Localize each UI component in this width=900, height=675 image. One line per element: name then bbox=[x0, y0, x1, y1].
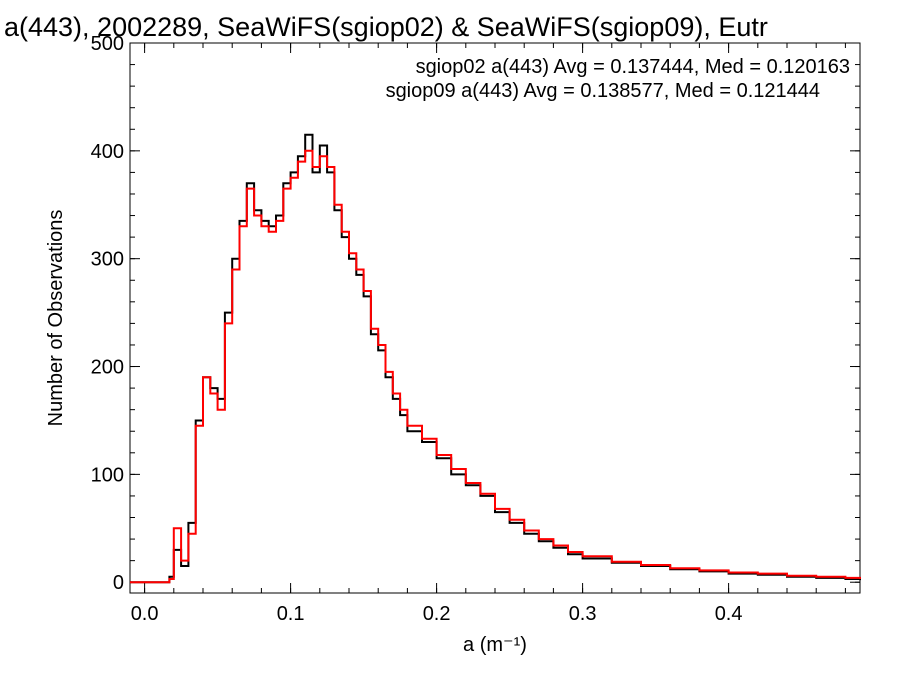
series-layer bbox=[130, 133, 861, 584]
y-axis-label: Number of Observations bbox=[45, 210, 67, 427]
x-tick-label: 0.4 bbox=[715, 603, 743, 625]
x-tick-label: 0.1 bbox=[277, 603, 305, 625]
y-tick-label: 200 bbox=[91, 357, 124, 379]
annotation-sgiop09: sgiop09 a(443) Avg = 0.138577, Med = 0.1… bbox=[386, 80, 820, 102]
x-tick-label: 0.2 bbox=[423, 603, 451, 625]
x-tick-label: 0.3 bbox=[569, 603, 597, 625]
y-tick-label: 300 bbox=[91, 249, 124, 271]
axis-tick-labels: 0.0 0.1 0.2 0.3 0.4 0 100 200 300 400 500 bbox=[91, 33, 743, 625]
annotation-sgiop02: sgiop02 a(443) Avg = 0.137444, Med = 0.1… bbox=[416, 56, 850, 78]
x-axis-label: a (m⁻¹) bbox=[463, 634, 527, 656]
y-tick-label: 100 bbox=[91, 464, 124, 486]
series-sgiop02 bbox=[130, 133, 861, 584]
y-tick-label: 500 bbox=[91, 33, 124, 55]
y-tick-label: 400 bbox=[91, 141, 124, 163]
series-sgiop09 bbox=[130, 149, 861, 584]
x-tick-label: 0.0 bbox=[131, 603, 159, 625]
chart-title: a(443), 2002289, SeaWiFS(sgiop02) & SeaW… bbox=[4, 12, 768, 42]
axis-ticks bbox=[130, 42, 860, 593]
y-tick-label: 0 bbox=[113, 572, 124, 594]
